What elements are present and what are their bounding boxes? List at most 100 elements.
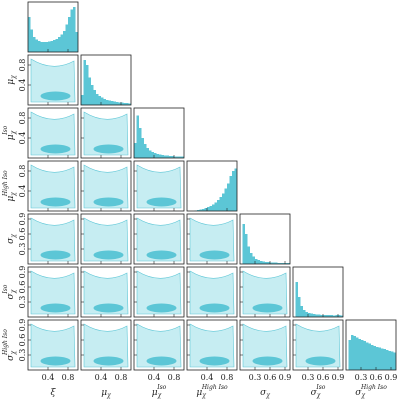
label-sub: χ	[10, 130, 17, 135]
axis-label: μχHigh Iso	[2, 170, 17, 202]
label-sup: Iso	[2, 284, 9, 294]
contour-outer	[83, 217, 129, 262]
hist-bar	[262, 261, 265, 264]
y-tick-label: 0.9	[18, 266, 27, 279]
hist-bar	[295, 282, 298, 317]
hist-bar	[260, 261, 263, 264]
contour-inner	[40, 197, 71, 207]
hist-bar	[83, 60, 86, 105]
label-symbol: μ	[6, 79, 16, 85]
contour-inner	[93, 144, 124, 154]
panel-frame	[80, 266, 132, 318]
label-symbol: σ	[6, 292, 16, 299]
label-sup: High Iso	[2, 329, 9, 356]
hist-bar	[224, 188, 227, 211]
hist-bar	[378, 347, 381, 370]
x-tick-label: 0.3	[355, 373, 368, 382]
hist-bar	[351, 335, 354, 370]
axis-label: μχIso	[2, 125, 17, 140]
panel-frame	[80, 319, 132, 371]
y-tick-label: 0.9	[18, 213, 27, 226]
hist-bar	[73, 7, 76, 52]
hist-bar	[363, 341, 366, 370]
y-tick-label: 0.8	[18, 59, 27, 72]
hist-bar	[55, 39, 58, 52]
hist-bar	[219, 197, 222, 211]
contour-inner	[146, 303, 177, 313]
hist-bar	[315, 314, 318, 317]
hist-bar	[40, 42, 43, 52]
contour-inner	[40, 91, 71, 101]
hist-bar	[169, 156, 172, 158]
hist-bar	[28, 17, 31, 52]
hist-bar	[103, 99, 106, 105]
hist-bar	[325, 315, 328, 317]
contour-inner	[146, 197, 177, 207]
panel-frame	[27, 266, 79, 318]
x-tick-label: 0.4	[148, 373, 161, 382]
hist-bar	[282, 263, 285, 264]
hist-bar	[65, 24, 68, 52]
hist-bar	[98, 96, 101, 105]
hist-bar	[126, 103, 129, 105]
hist-bar	[106, 100, 109, 105]
hist-bar	[330, 315, 333, 317]
contour-outer	[30, 217, 76, 262]
panel-frame	[186, 213, 238, 265]
label-sub: χ	[265, 392, 270, 399]
hist-bar	[232, 171, 235, 211]
hist-bar	[156, 154, 159, 158]
x-tick-label: 0.6	[264, 373, 277, 382]
label-symbol: μ	[6, 196, 16, 202]
contour-inner	[199, 250, 230, 260]
hist-bar	[335, 315, 338, 317]
hist-bar	[161, 155, 164, 158]
hist-bar	[320, 315, 323, 317]
panel-frame	[80, 213, 132, 265]
hist-bar	[209, 206, 212, 211]
axis-label: σχHigh Iso	[2, 329, 17, 361]
contour-inner	[252, 303, 283, 313]
label-sub: χ	[10, 351, 17, 356]
y-tick-label: 0.6	[18, 281, 27, 294]
hist-bar	[255, 259, 258, 264]
hist-bar	[272, 262, 275, 264]
label-symbol: σ	[6, 237, 16, 244]
hist-bar	[328, 315, 331, 317]
hist-bar	[151, 152, 154, 158]
contour-inner	[252, 356, 283, 366]
label-symbol: μ	[101, 388, 107, 398]
contour-outer	[136, 164, 182, 209]
hist-bar	[199, 209, 202, 211]
axis-label: μχ	[101, 388, 111, 399]
panel-frame	[27, 1, 79, 53]
contour-outer	[83, 164, 129, 209]
hist-bar	[366, 342, 369, 370]
axis-label: σχ	[260, 388, 270, 399]
hist-bar	[159, 154, 162, 158]
hist-bar	[123, 103, 126, 105]
hist-bar	[323, 315, 326, 317]
contour-outer	[136, 270, 182, 315]
contour-inner	[146, 356, 177, 366]
contour-inner	[40, 303, 71, 313]
hist-bar	[361, 340, 364, 370]
x-tick-label: 0.8	[115, 373, 128, 382]
contour-outer	[242, 270, 288, 315]
hist-bar	[358, 339, 361, 370]
hist-bar	[275, 262, 278, 264]
hist-bar	[300, 306, 303, 317]
hist-bar	[164, 155, 167, 158]
y-tick-label: 0.3	[18, 296, 27, 309]
label-sub: χ	[106, 392, 111, 399]
y-tick-label: 0.8	[18, 112, 27, 125]
panel-frame	[133, 319, 185, 371]
label-sub: χ	[10, 192, 17, 197]
hist-bar	[391, 351, 394, 370]
panel-frame	[27, 160, 79, 212]
contour-outer	[30, 323, 76, 368]
label-sup: High Iso	[360, 384, 387, 391]
panel-frame	[186, 160, 238, 212]
contour-inner	[93, 250, 124, 260]
